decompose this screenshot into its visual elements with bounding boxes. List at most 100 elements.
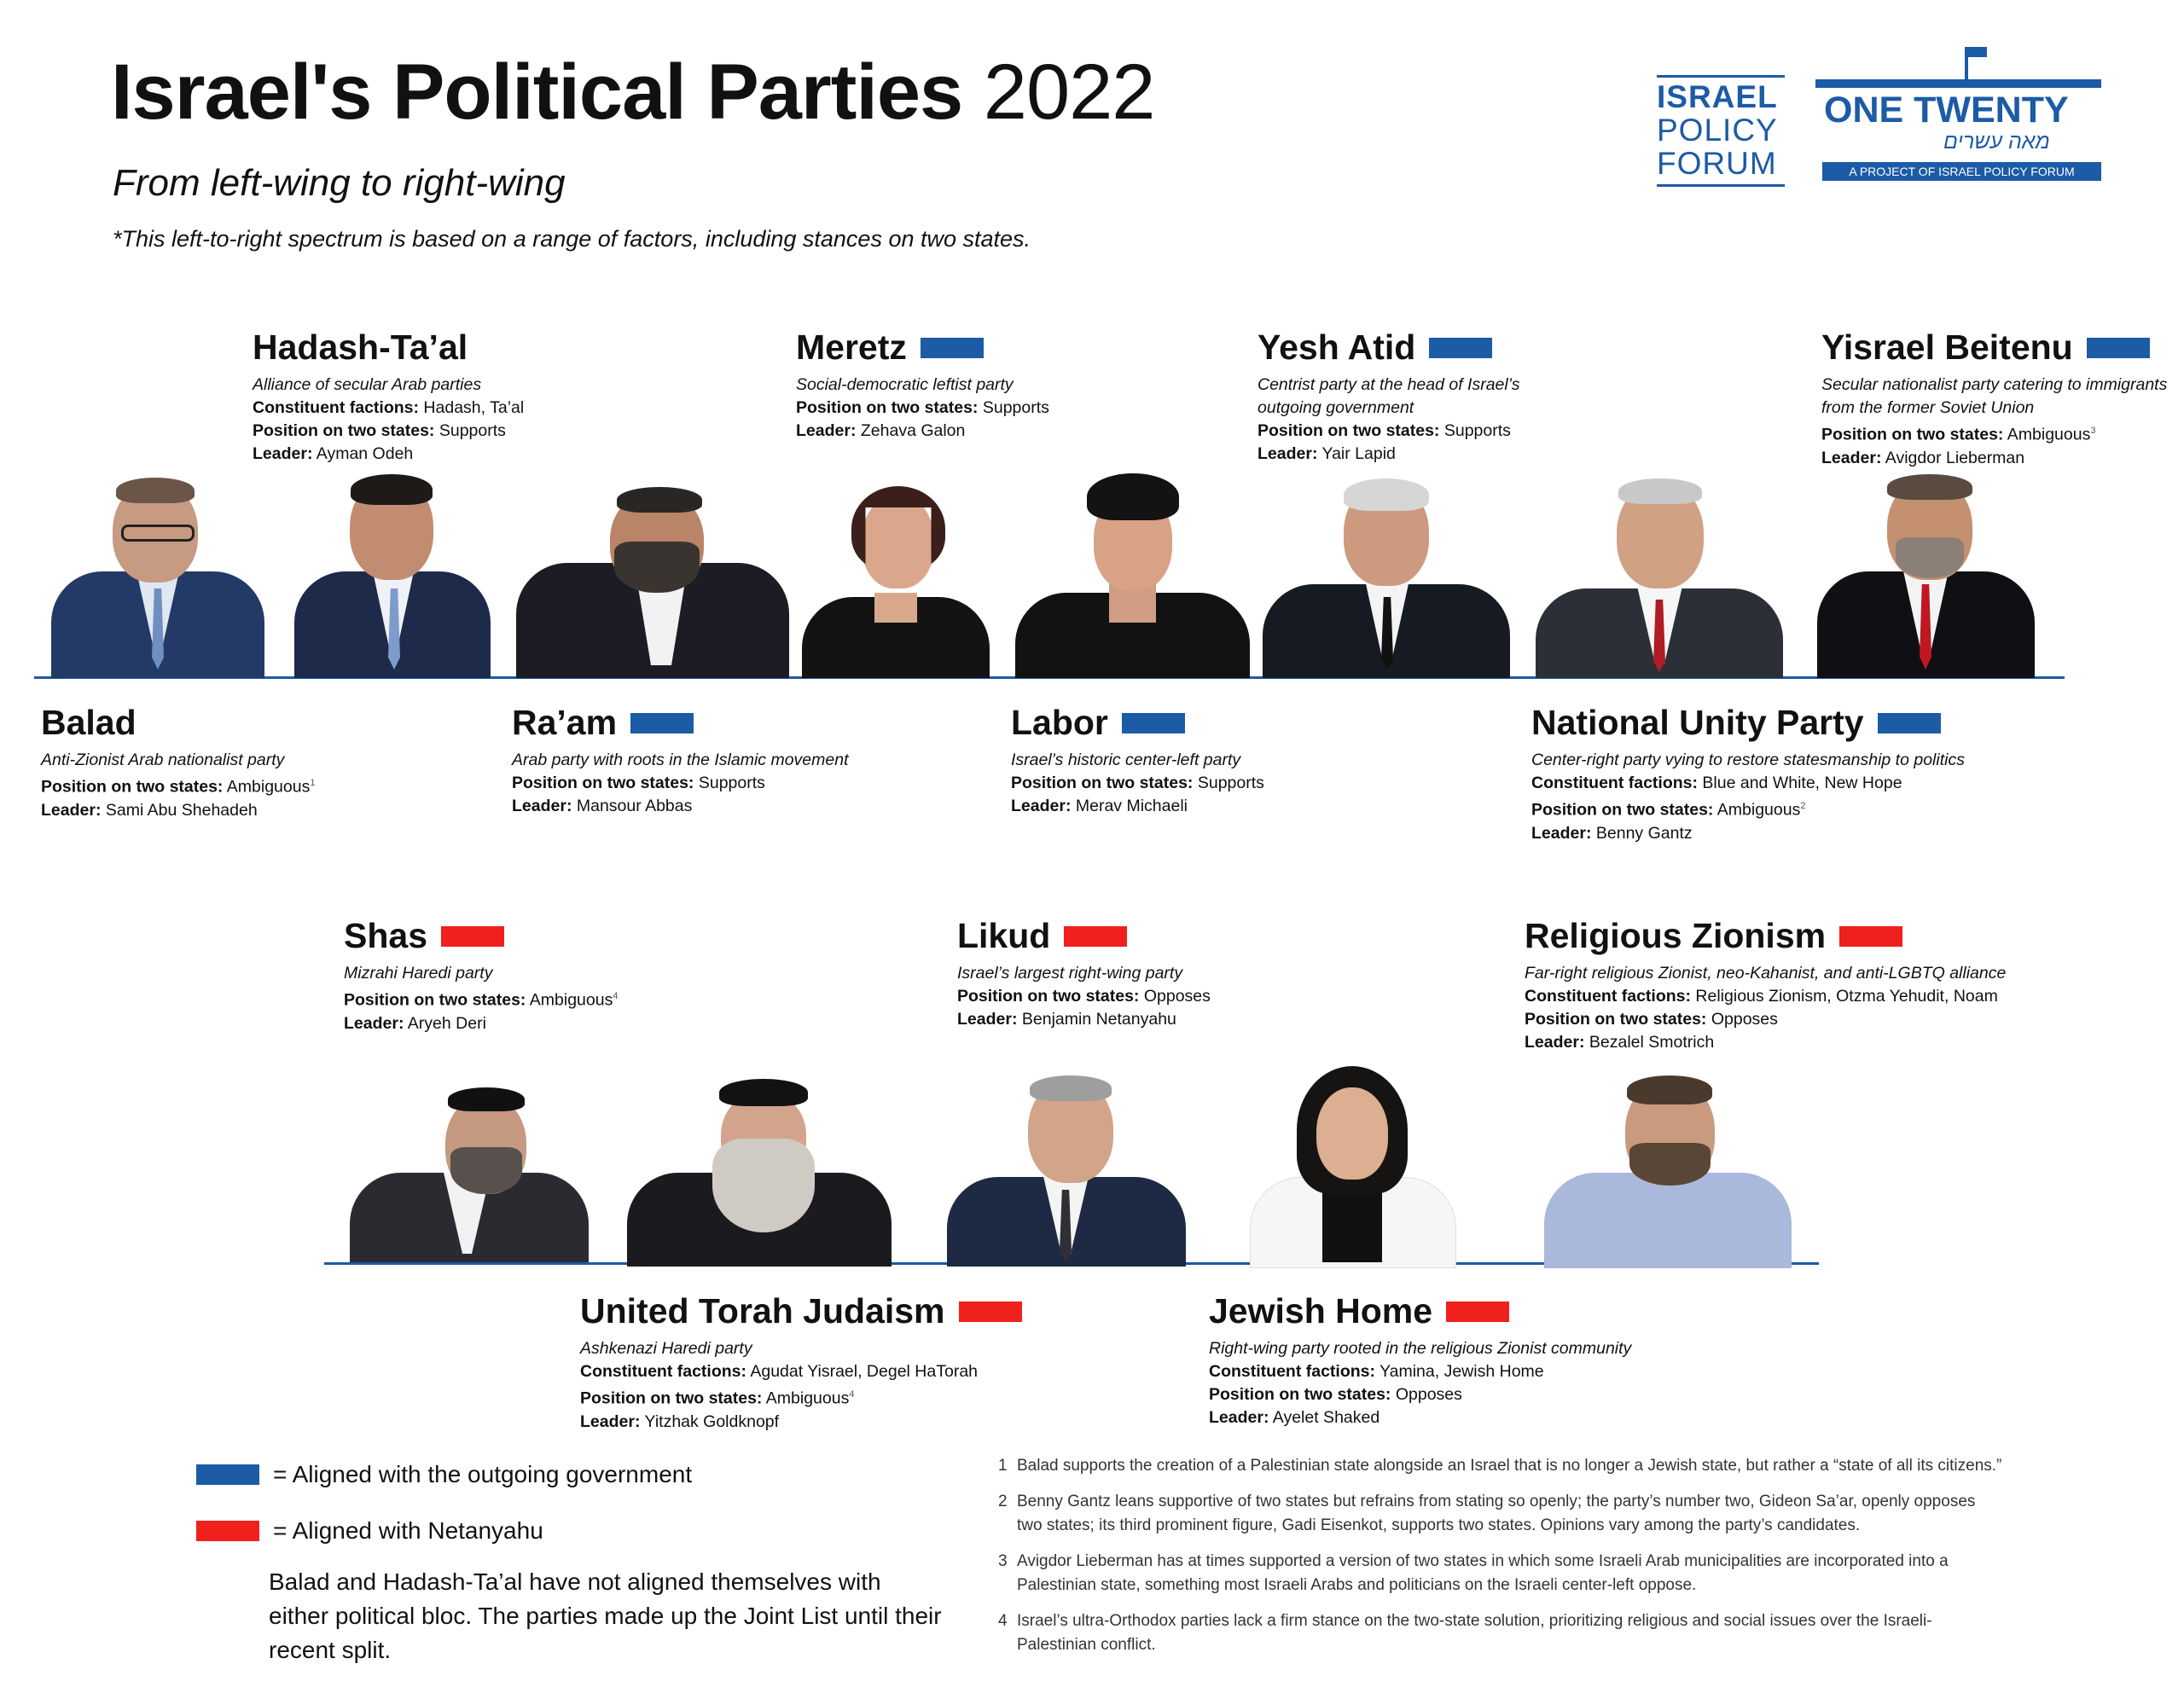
party-name: Yisrael Beitenu — [1821, 328, 2167, 367]
party-name-text: Ra’am — [512, 703, 618, 742]
footnote-4: 4 Israel’s ultra-Orthodox parties lack a … — [998, 1612, 1932, 1654]
netanyahu-bloc-swatch — [441, 925, 504, 947]
party-national-unity: National Unity Party Center-right party … — [1531, 703, 1965, 845]
page-title: Israel's Political Parties 2022 — [111, 53, 1155, 131]
party-leader: Leader: Ayman Odeh — [253, 444, 414, 464]
party-description: Ashkenazi Haredi party — [580, 1339, 752, 1359]
party-religious-zionism: Religious Zionism Far-right religious Zi… — [1525, 916, 2007, 1054]
party-position: Position on two states: Supports — [512, 774, 765, 793]
outgoing-bloc-swatch — [1877, 712, 1941, 733]
netanyahu-bloc-swatch — [1064, 925, 1128, 947]
party-name-text: Religious Zionism — [1525, 916, 1827, 955]
party-name-text: Balad — [41, 703, 136, 742]
israel-policy-forum-logo: ISRAEL POLICY FORUM — [1657, 75, 1785, 187]
party-description: Center-right party vying to restore stat… — [1531, 751, 1965, 770]
party-description: Alliance of secular Arab parties — [253, 375, 482, 395]
party-name-text: Yisrael Beitenu — [1821, 328, 2073, 367]
party-name: United Torah Judaism — [580, 1291, 1022, 1330]
footnote-3: 3 Avigdor Lieberman has at times supporte… — [998, 1552, 1949, 1594]
party-name: Yesh Atid — [1258, 328, 1519, 367]
party-jewish-home: Jewish Home Right-wing party rooted in t… — [1209, 1291, 1632, 1429]
party-position: Position on two states: Supports — [1258, 421, 1511, 441]
party-meretz: Meretz Social-democratic leftist party P… — [796, 328, 1049, 443]
party-description: Social-democratic leftist party — [796, 375, 1014, 395]
party-leader: Leader: Zehava Galon — [796, 421, 966, 441]
party-balad: Balad Anti-Zionist Arab nationalist part… — [41, 703, 316, 822]
legend-outgoing: = Aligned with the outgoing government — [196, 1461, 692, 1488]
party-factions: Constituent factions: Blue and White, Ne… — [1531, 774, 1902, 793]
party-position: Position on two states: Supports — [1011, 774, 1264, 793]
party-name: Shas — [344, 916, 618, 955]
party-leader: Leader: Benjamin Netanyahu — [957, 1010, 1176, 1029]
legend-netanyahu: = Aligned with Netanyahu — [196, 1517, 543, 1545]
party-description: Israel’s largest right-wing party — [957, 964, 1183, 983]
legend-note: Balad and Hadash-Ta’al have not aligned … — [269, 1568, 942, 1663]
party-name: National Unity Party — [1531, 703, 1965, 742]
party-leader: Leader: Benny Gantz — [1531, 823, 1693, 843]
party-leader: Leader: Merav Michaeli — [1011, 797, 1188, 816]
party-leader: Leader: Aryeh Deri — [344, 1013, 486, 1033]
ot-hebrew: מאה עשרים — [1943, 130, 2050, 154]
title-text: Israel's Political Parties — [111, 49, 963, 136]
party-position: Position on two states: Ambiguous2 — [1531, 800, 1806, 820]
party-description: Secular nationalist party catering to im… — [1821, 375, 2168, 418]
legend-netanyahu-label: = Aligned with Netanyahu — [273, 1517, 543, 1544]
party-name-text: Yesh Atid — [1258, 328, 1416, 367]
spectrum-note: *This left-to-right spectrum is based on… — [113, 226, 1031, 252]
flag-mast-icon — [1965, 47, 1968, 79]
party-description: Far-right religious Zionist, neo-Kahanis… — [1525, 964, 2007, 983]
outgoing-bloc-swatch — [920, 337, 984, 358]
party-name-text: Meretz — [796, 328, 907, 367]
party-position: Position on two states: Opposes — [1209, 1385, 1462, 1405]
party-position: Position on two states: Supports — [253, 421, 506, 441]
footnote-1: 1 Balad supports the creation of a Palest… — [998, 1457, 2002, 1475]
party-yisrael-beitenu: Yisrael Beitenu Secular nationalist part… — [1821, 328, 2167, 470]
party-name-text: Likud — [957, 916, 1051, 955]
party-leader: Leader: Bezalel Smotrich — [1525, 1033, 1715, 1052]
netanyahu-bloc-swatch — [1446, 1301, 1510, 1322]
flag-icon — [1968, 47, 1987, 57]
one-twenty-logo: ONE TWENTY מאה עשרים A PROJECT OF ISRAEL… — [1815, 47, 2101, 183]
party-description: Mizrahi Haredi party — [344, 964, 493, 983]
party-name: Ra’am — [512, 703, 849, 742]
party-name: Hadash-Ta’al — [253, 328, 524, 367]
party-description: Arab party with roots in the Islamic mov… — [512, 751, 849, 770]
party-position: Position on two states: Ambiguous4 — [580, 1388, 855, 1408]
party-name-text: United Torah Judaism — [580, 1291, 945, 1330]
party-leader: Leader: Ayelet Shaked — [1209, 1408, 1380, 1428]
party-name-text: Shas — [344, 916, 427, 955]
party-name-text: National Unity Party — [1531, 703, 1864, 742]
party-factions: Constituent factions: Hadash, Ta’al — [253, 398, 525, 418]
party-name: Meretz — [796, 328, 1049, 367]
party-factions: Constituent factions: Yamina, Jewish Hom… — [1209, 1362, 1544, 1382]
party-name-text: Labor — [1011, 703, 1108, 742]
party-position: Position on two states: Supports — [796, 398, 1049, 418]
netanyahu-bloc-swatch — [1839, 925, 1903, 947]
ipf-line2: POLICY — [1657, 112, 1778, 148]
party-name-text: Hadash-Ta’al — [253, 328, 468, 367]
party-position: Position on two states: Ambiguous1 — [41, 777, 316, 797]
ot-name: ONE TWENTY — [1824, 90, 2069, 130]
party-labor: Labor Israel’s historic center-left part… — [1011, 703, 1264, 818]
ipf-line1: ISRAEL — [1657, 79, 1778, 114]
party-position: Position on two states: Opposes — [1525, 1010, 1778, 1029]
party-utj: United Torah Judaism Ashkenazi Haredi pa… — [580, 1291, 1022, 1434]
party-leader: Leader: Avigdor Lieberman — [1821, 448, 2025, 467]
party-factions: Constituent factions: Agudat Yisrael, De… — [580, 1362, 979, 1382]
party-hadash: Hadash-Ta’al Alliance of secular Arab pa… — [253, 328, 524, 466]
legend-red-swatch — [196, 1521, 259, 1541]
party-name-text: Jewish Home — [1209, 1291, 1433, 1330]
party-description: Centrist party at the head of Israel’s ou… — [1258, 375, 1520, 418]
outgoing-bloc-swatch — [1121, 712, 1185, 733]
party-factions: Constituent factions: Religious Zionism,… — [1525, 987, 1998, 1006]
party-yesh-atid: Yesh Atid Centrist party at the head of … — [1258, 328, 1519, 466]
outgoing-bloc-swatch — [1429, 337, 1493, 358]
party-description: Right-wing party rooted in the religious… — [1209, 1339, 1632, 1359]
party-description: Anti-Zionist Arab nationalist party — [41, 751, 285, 770]
party-leader: Leader: Yair Lapid — [1258, 444, 1396, 464]
ipf-line3: FORUM — [1657, 145, 1777, 181]
building-roof-icon — [1815, 79, 2101, 88]
netanyahu-bloc-swatch — [958, 1301, 1022, 1322]
party-position: Position on two states: Ambiguous3 — [1821, 425, 2096, 444]
party-name: Jewish Home — [1209, 1291, 1631, 1330]
